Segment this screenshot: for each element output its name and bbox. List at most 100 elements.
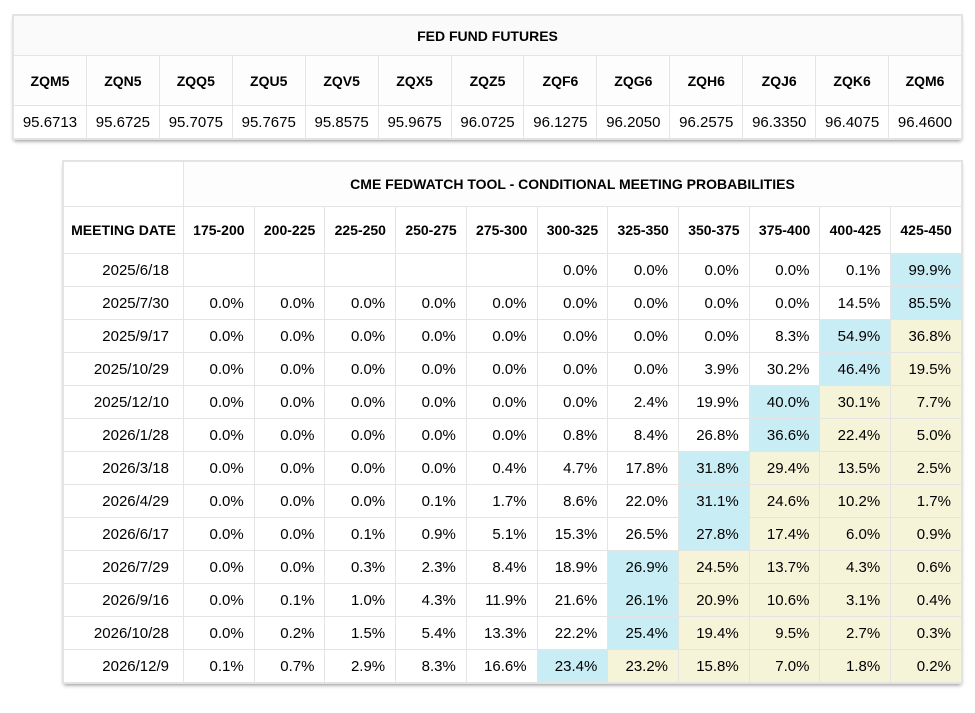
probability-cell: 31.8% xyxy=(678,451,750,485)
probability-cell: 0.0% xyxy=(183,550,255,584)
probability-cell: 0.1% xyxy=(253,583,326,617)
probability-cell: 46.4% xyxy=(819,352,892,386)
probability-cell: 13.5% xyxy=(819,451,892,485)
fedwatch-title: CME FEDWATCH TOOL - CONDITIONAL MEETING … xyxy=(183,161,962,207)
probability-cell: 3.9% xyxy=(678,352,750,386)
probability-cell: 4.3% xyxy=(395,583,467,617)
futures-price-cell: 95.6725 xyxy=(85,105,160,139)
probability-cell xyxy=(253,253,326,287)
meeting-date-cell: 2026/10/28 xyxy=(63,616,184,650)
rate-range-header: 250-275 xyxy=(395,206,467,254)
probability-cell: 7.0% xyxy=(748,649,821,683)
probability-cell: 0.0% xyxy=(607,286,680,320)
meeting-row: 2026/7/29 0.0% 0.0% 0.3% 2.3% 8.4% 18.9% 26.9% 2… xyxy=(63,550,962,584)
probability-cell: 0.0% xyxy=(678,286,750,320)
probability-cell xyxy=(183,253,255,287)
probability-cell: 19.5% xyxy=(890,352,962,386)
fedwatch-corner-cell xyxy=(63,161,184,207)
probability-cell: 0.6% xyxy=(890,550,962,584)
probability-cell: 40.0% xyxy=(748,385,821,419)
futures-price-cell: 96.0725 xyxy=(450,105,525,139)
probability-cell: 23.2% xyxy=(607,649,680,683)
probability-cell: 0.0% xyxy=(183,484,255,518)
probability-cell: 0.1% xyxy=(395,484,467,518)
probability-cell: 0.4% xyxy=(465,451,538,485)
probability-cell: 30.2% xyxy=(748,352,821,386)
probability-cell: 19.4% xyxy=(678,616,750,650)
probability-cell: 1.0% xyxy=(324,583,397,617)
rate-range-header: 350-375 xyxy=(678,206,750,254)
probability-cell: 1.7% xyxy=(890,484,962,518)
futures-column-header: ZQQ5 xyxy=(158,55,233,106)
meeting-row: 2026/3/18 0.0% 0.0% 0.0% 0.0% 0.4% 4.7% 17.8% 31… xyxy=(63,451,962,485)
rate-range-header: 175-200 xyxy=(183,206,255,254)
probability-cell: 0.9% xyxy=(395,517,467,551)
probability-cell: 0.9% xyxy=(890,517,962,551)
probability-cell: 0.0% xyxy=(536,319,609,353)
probability-cell: 26.8% xyxy=(678,418,750,452)
probability-cell: 0.0% xyxy=(253,517,326,551)
probability-cell: 24.5% xyxy=(678,550,750,584)
probability-cell: 0.0% xyxy=(183,352,255,386)
probability-cell: 0.0% xyxy=(607,253,680,287)
futures-price-cell: 96.4075 xyxy=(815,105,890,139)
probability-cell: 26.5% xyxy=(607,517,680,551)
probability-cell: 0.0% xyxy=(183,583,255,617)
futures-price-cell: 96.2575 xyxy=(669,105,744,139)
probability-cell: 0.0% xyxy=(607,319,680,353)
probability-cell: 26.9% xyxy=(607,550,680,584)
probability-cell: 0.0% xyxy=(395,319,467,353)
probability-cell: 29.4% xyxy=(748,451,821,485)
probability-cell: 0.0% xyxy=(465,286,538,320)
meeting-date-cell: 2026/4/29 xyxy=(63,484,184,518)
probability-cell: 15.3% xyxy=(536,517,609,551)
probability-cell: 0.3% xyxy=(890,616,962,650)
futures-column-header: ZQJ6 xyxy=(742,55,817,106)
rate-range-header: 325-350 xyxy=(607,206,680,254)
futures-price-cell: 96.4600 xyxy=(888,105,962,139)
meeting-row: 2025/10/29 0.0% 0.0% 0.0% 0.0% 0.0% 0.0% 0.0% 3.… xyxy=(63,352,962,386)
probability-cell: 0.0% xyxy=(183,286,255,320)
meeting-date-cell: 2026/7/29 xyxy=(63,550,184,584)
probability-cell: 0.8% xyxy=(536,418,609,452)
probability-cell: 0.0% xyxy=(253,385,326,419)
probability-cell: 17.4% xyxy=(748,517,821,551)
probability-cell: 54.9% xyxy=(819,319,892,353)
probability-cell: 25.4% xyxy=(607,616,680,650)
fed-fund-futures-table: FED FUND FUTURES ZQM5 ZQN5 ZQQ5 ZQU5 ZQV5 ZQX… xyxy=(12,14,963,140)
futures-price-cell: 95.9675 xyxy=(377,105,452,139)
probability-cell: 22.2% xyxy=(536,616,609,650)
probability-cell: 13.7% xyxy=(748,550,821,584)
probability-cell: 36.8% xyxy=(890,319,962,353)
futures-title: FED FUND FUTURES xyxy=(13,15,962,56)
meeting-date-cell: 2025/12/10 xyxy=(63,385,184,419)
probability-cell: 0.1% xyxy=(819,253,892,287)
probability-cell: 0.0% xyxy=(324,418,397,452)
probability-cell: 0.0% xyxy=(536,286,609,320)
meeting-date-cell: 2026/1/28 xyxy=(63,418,184,452)
probability-cell: 27.8% xyxy=(678,517,750,551)
meeting-date-cell: 2026/12/9 xyxy=(63,649,184,683)
probability-cell: 0.0% xyxy=(253,550,326,584)
probability-cell: 0.0% xyxy=(465,352,538,386)
probability-cell: 0.0% xyxy=(465,418,538,452)
probability-cell: 16.6% xyxy=(465,649,538,683)
probability-cell: 0.0% xyxy=(678,253,750,287)
probability-cell: 2.9% xyxy=(324,649,397,683)
probability-cell xyxy=(465,253,538,287)
meeting-row: 2026/6/17 0.0% 0.0% 0.1% 0.9% 5.1% 15.3% 26.5% 2… xyxy=(63,517,962,551)
probability-cell: 0.0% xyxy=(183,616,255,650)
probability-cell: 8.3% xyxy=(395,649,467,683)
futures-price-cell: 95.7075 xyxy=(158,105,233,139)
meeting-date-cell: 2025/10/29 xyxy=(63,352,184,386)
probability-cell: 0.0% xyxy=(536,352,609,386)
probability-cell: 0.0% xyxy=(253,286,326,320)
futures-column-header: ZQV5 xyxy=(304,55,379,106)
meeting-date-cell: 2026/9/16 xyxy=(63,583,184,617)
probability-cell: 18.9% xyxy=(536,550,609,584)
probability-cell: 1.7% xyxy=(465,484,538,518)
rate-range-header: 300-325 xyxy=(536,206,609,254)
probability-cell: 8.3% xyxy=(748,319,821,353)
futures-column-header: ZQU5 xyxy=(231,55,306,106)
probability-cell: 2.3% xyxy=(395,550,467,584)
